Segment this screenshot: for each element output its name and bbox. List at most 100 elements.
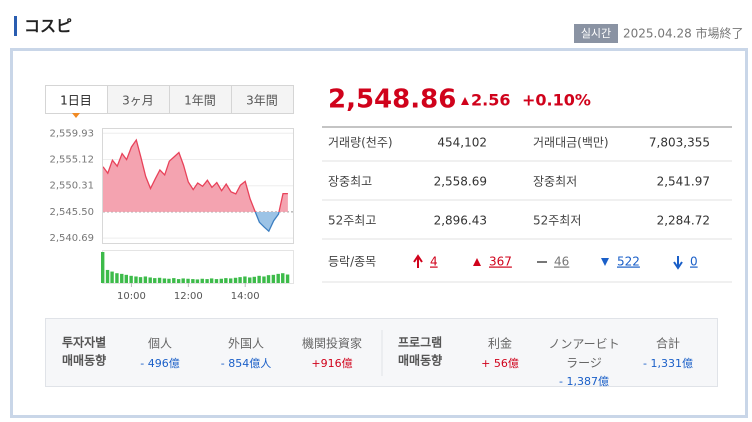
x-tick-label: 12:00 xyxy=(174,291,203,302)
y-tick-label: 2,555.12 xyxy=(49,155,94,166)
volume-bar xyxy=(105,269,110,283)
volume-bar xyxy=(214,279,219,283)
date: 2025.04.28 市場終了 xyxy=(623,26,744,41)
volume-bar xyxy=(209,278,214,283)
tab[interactable] xyxy=(169,85,232,114)
flow-name-line: ノンアービト xyxy=(548,337,619,351)
y-tick-label: 2,540.69 xyxy=(49,233,94,244)
volume-bar xyxy=(172,278,176,283)
flow-name: 外国人 xyxy=(228,337,264,351)
flow-name: 合計 xyxy=(656,336,680,351)
volume-bar xyxy=(195,279,200,283)
volume-bar xyxy=(181,278,185,283)
volume-bar xyxy=(243,276,247,283)
flow-name: 利金 xyxy=(488,336,512,351)
tab-label: 3年間 xyxy=(246,94,278,108)
program-label: 프로그램 xyxy=(398,335,442,350)
volume-bar xyxy=(271,274,276,283)
change: 2.56 xyxy=(471,91,510,110)
flow-value: - 496億 xyxy=(140,357,179,370)
flow-value: + 56億 xyxy=(481,357,519,370)
tab-marker xyxy=(72,113,80,118)
badge: 실시간 xyxy=(581,27,611,40)
updown-label: 등락/종목 xyxy=(328,255,376,269)
up-icon xyxy=(461,97,469,105)
stat-label: 거래량(천주) xyxy=(328,135,393,150)
up-icon xyxy=(473,258,481,266)
tab[interactable] xyxy=(45,85,108,114)
stat-label: 장중최고 xyxy=(328,175,372,189)
volume-bar xyxy=(276,273,280,283)
volume-bar xyxy=(219,278,224,283)
badge-bg xyxy=(574,24,618,43)
volume-bar xyxy=(281,273,285,283)
tab[interactable] xyxy=(107,85,170,114)
volume-bar xyxy=(224,278,228,283)
volume-bar xyxy=(205,279,209,283)
volume-bar xyxy=(129,275,133,283)
tab-label: 3ヶ月 xyxy=(122,94,154,108)
volume-bar xyxy=(238,277,242,283)
stat-label: 52주최고 xyxy=(328,214,376,228)
updown-count[interactable]: 4 xyxy=(430,255,438,269)
price: 2,548.86 xyxy=(328,85,456,115)
volume-bar xyxy=(167,278,171,283)
volume-bar xyxy=(138,277,143,283)
limit-up-icon xyxy=(413,254,423,268)
stat-value: 2,896.43 xyxy=(434,214,487,228)
volume-bar xyxy=(186,278,190,283)
investor-label: 투자자별 xyxy=(62,335,106,350)
volume-bar xyxy=(262,276,266,283)
flow-name: 機関投資家 xyxy=(302,336,362,351)
flow-name-line: ラージ xyxy=(566,356,602,370)
updown-count[interactable]: 522 xyxy=(617,255,640,269)
program-label: 매매동향 xyxy=(398,353,442,368)
volume-bar xyxy=(266,275,271,283)
stat-value: 2,541.97 xyxy=(657,175,710,189)
updown-count[interactable]: 0 xyxy=(690,255,698,269)
price-line xyxy=(103,138,288,233)
x-tick-label: 14:00 xyxy=(231,291,260,302)
volume-bar xyxy=(143,276,148,283)
updown-count[interactable]: 367 xyxy=(489,255,512,269)
volume-bar xyxy=(257,275,261,283)
stat-label: 장중최저 xyxy=(533,175,577,189)
volume-bar xyxy=(200,278,204,283)
investor-label: 매매동향 xyxy=(62,353,106,368)
limit-down-icon xyxy=(673,256,683,270)
change-pct: +0.10% xyxy=(522,91,591,110)
volume-bar xyxy=(148,277,152,283)
flow-name: ノンアービトラージ xyxy=(548,337,619,370)
tab-label: 1年間 xyxy=(184,94,216,108)
volume-bar xyxy=(228,278,233,283)
volume-bar xyxy=(157,277,162,283)
volume-bar xyxy=(248,277,252,283)
y-tick-label: 2,559.93 xyxy=(49,128,94,139)
y-tick-label: 2,550.31 xyxy=(49,181,94,192)
volume-bar xyxy=(162,278,167,283)
volume-bar xyxy=(176,279,181,283)
volume-bar xyxy=(285,274,290,283)
flow-value: - 1,331億 xyxy=(643,357,693,370)
tab-label: 1日目 xyxy=(60,94,92,108)
y-tick-label: 2,545.50 xyxy=(49,207,94,218)
flow-value: +916億 xyxy=(311,357,352,370)
volume-bar xyxy=(110,271,114,283)
volume-bar xyxy=(153,278,157,283)
volume-bar xyxy=(115,273,119,283)
stat-value: 454,102 xyxy=(437,136,487,150)
flow-value: - 1,387億 xyxy=(559,375,609,388)
volume-bar xyxy=(233,277,238,283)
stat-value: 2,284.72 xyxy=(657,214,710,228)
volume-bar xyxy=(252,276,257,283)
volume-bar xyxy=(124,274,129,283)
updown-count[interactable]: 46 xyxy=(554,255,569,269)
x-tick-label: 10:00 xyxy=(117,291,146,302)
stat-label: 52주최저 xyxy=(533,214,581,228)
stat-value: 7,803,355 xyxy=(649,136,710,150)
flow-name: 個人 xyxy=(148,337,172,351)
tab[interactable] xyxy=(231,85,294,114)
volume-bar xyxy=(134,276,138,283)
